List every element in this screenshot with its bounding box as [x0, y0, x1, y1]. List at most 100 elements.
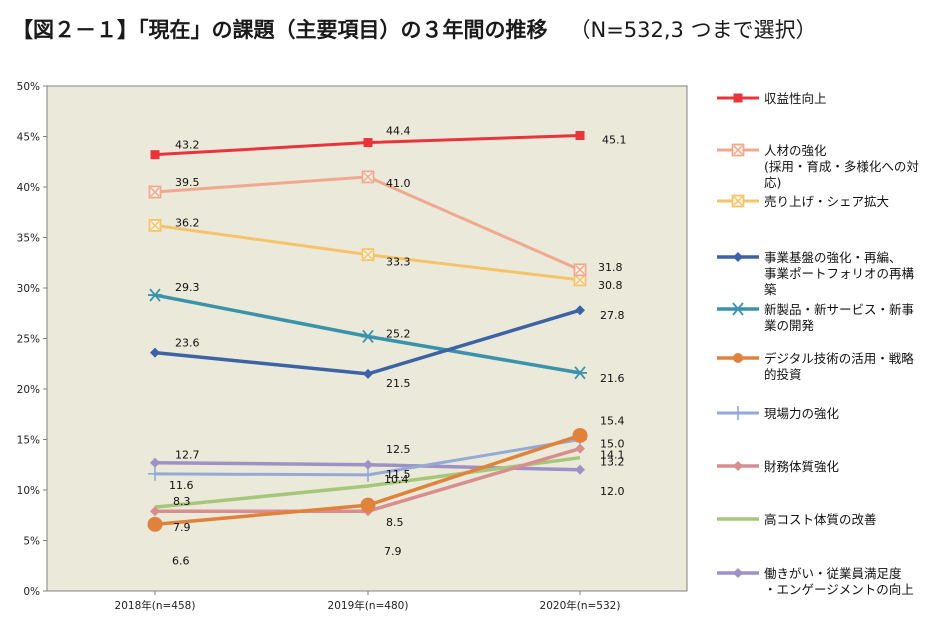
- legend-label: 収益性向上: [764, 91, 827, 106]
- data-label: 15.0: [600, 438, 625, 451]
- box-marker-cross: [363, 172, 373, 182]
- y-tick-label: 25%: [17, 334, 40, 346]
- legend-item-3: 売り上げ・シェア拡大: [717, 194, 889, 209]
- diamond-marker: [575, 464, 585, 475]
- circle-marker: [360, 497, 376, 513]
- legend-item-1: 収益性向上: [717, 91, 827, 106]
- data-label: 39.5: [175, 176, 200, 189]
- y-tick-label: 20%: [17, 384, 40, 396]
- box-marker-cross: [150, 187, 160, 197]
- legend-label: 人材の強化: [764, 143, 827, 158]
- data-label: 12.0: [600, 485, 625, 498]
- data-label: 41.0: [386, 177, 411, 190]
- legend-label: 築: [764, 282, 777, 297]
- y-tick-label: 50%: [17, 81, 40, 93]
- chart-subtitle: （N=532,3 つまで選択）: [569, 18, 817, 42]
- circle-marker: [572, 427, 588, 443]
- data-label: 7.9: [173, 521, 191, 534]
- data-label: 13.2: [600, 456, 625, 469]
- box-marker-cross: [575, 265, 585, 275]
- asterisk-marker: [573, 366, 587, 380]
- data-label: 12.7: [175, 449, 200, 462]
- box-marker-cross: [733, 196, 743, 206]
- y-axis: 0% 5% 10% 15% 20% 25% 30% 35% 40% 45% 50%: [17, 81, 48, 598]
- box-marker-cross: [575, 275, 585, 285]
- series-1: [150, 130, 585, 160]
- legend-label: 事業基盤の強化・再編、: [764, 250, 902, 265]
- data-label: 43.2: [175, 139, 200, 152]
- x-tick-label: 2019年(n=480): [328, 599, 409, 612]
- diamond-marker: [733, 461, 743, 471]
- legend-label: 高コスト体質の改善: [764, 512, 877, 527]
- data-label: 21.6: [600, 372, 625, 385]
- legend-item-10: 働きがい・従業員満足度・エンゲージメントの向上: [717, 566, 914, 597]
- y-tick-label: 40%: [17, 182, 40, 194]
- diamond-marker: [733, 568, 743, 578]
- legend-label: デジタル技術の活用・戦略: [764, 351, 914, 366]
- data-label: 27.8: [600, 309, 625, 322]
- data-label: 11.6: [169, 479, 194, 492]
- square-marker: [150, 150, 160, 160]
- legend-label: 財務体質強化: [764, 459, 840, 474]
- series-6: [147, 427, 588, 532]
- y-tick-label: 35%: [17, 233, 40, 245]
- y-tick-label: 10%: [17, 485, 40, 497]
- diamond-marker: [575, 443, 585, 454]
- diamond-marker: [150, 506, 160, 517]
- x-tick-label: 2020年(n=532): [540, 599, 621, 612]
- data-label: 7.9: [384, 545, 402, 558]
- series-9: [154, 455, 581, 509]
- series-4: [150, 305, 585, 379]
- chart-title: 【図２－１】「現在」の課題（主要項目）の３年間の推移 （N=532,3 つまで選択…: [12, 14, 817, 44]
- x-tick-label: 2018年(n=458): [115, 599, 196, 612]
- series-3: [148, 218, 587, 287]
- legend-label: 応): [764, 175, 781, 190]
- data-label: 25.2: [386, 327, 411, 340]
- box-marker-cross: [363, 250, 373, 260]
- legend-label: 現場力の強化: [764, 406, 840, 421]
- data-label: 10.4: [384, 473, 409, 486]
- data-label: 6.6: [172, 554, 190, 567]
- diamond-marker: [150, 347, 160, 358]
- plus-marker: [731, 406, 745, 420]
- data-label: 30.8: [598, 279, 623, 292]
- legend-label: 的投資: [764, 367, 802, 382]
- series-line: [154, 455, 581, 509]
- legend-item-7: 現場力の強化: [717, 406, 840, 421]
- y-tick-label: 0%: [23, 586, 40, 598]
- legend-item-8: 財務体質強化: [717, 459, 840, 474]
- data-label: 14.1: [600, 449, 625, 462]
- square-marker: [575, 130, 585, 140]
- data-label: 11.5: [386, 468, 411, 481]
- diamond-marker: [363, 459, 373, 470]
- legend-label: 働きがい・従業員満足度: [764, 566, 902, 581]
- diamond-marker: [575, 305, 585, 316]
- legend-label: 売り上げ・シェア拡大: [764, 194, 889, 209]
- data-label: 21.5: [386, 377, 411, 390]
- data-label: 8.3: [173, 495, 191, 508]
- data-label: 15.4: [600, 414, 625, 427]
- data-label: 12.5: [386, 443, 411, 456]
- data-label: 45.1: [602, 133, 627, 146]
- y-tick-label: 45%: [17, 132, 40, 144]
- y-tick-label: 5%: [23, 536, 40, 548]
- data-label: 31.8: [598, 261, 623, 274]
- y-tick-label: 30%: [17, 283, 40, 295]
- plus-marker: [361, 467, 375, 482]
- data-label: 36.2: [175, 216, 200, 229]
- data-label: 33.3: [386, 256, 411, 269]
- box-marker-cross: [150, 220, 160, 230]
- legend-label: 業の開発: [764, 318, 815, 333]
- legend-item-9: 高コスト体質の改善: [717, 512, 877, 527]
- data-label: 8.5: [386, 516, 404, 529]
- circle-marker: [147, 516, 163, 532]
- data-label: 29.3: [175, 281, 200, 294]
- legend-label: ・エンゲージメントの向上: [764, 582, 914, 597]
- box-marker-cross: [733, 145, 743, 155]
- diamond-marker: [363, 368, 373, 379]
